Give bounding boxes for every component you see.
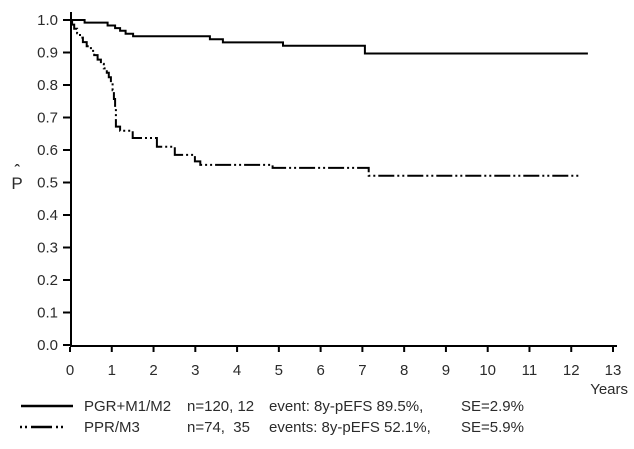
y-tick-label-0.1: 0.1: [37, 305, 58, 322]
y-axis-label-letter: P: [11, 174, 23, 193]
legend-se-stat: SE=2.9%: [461, 398, 524, 415]
x-tick-label-0: 0: [66, 362, 74, 379]
x-tick-label-5: 5: [275, 362, 283, 379]
x-tick-label-13: 13: [605, 362, 622, 379]
y-tick-label-0.9: 0.9: [37, 45, 58, 62]
y-tick-label-0.6: 0.6: [37, 142, 58, 159]
y-tick-label-0.5: 0.5: [37, 175, 58, 192]
legend-row-pgr: PGR+M1/M2 n=120, 12 event: 8y-pEFS 89.5%…: [0, 398, 634, 416]
legend-series-name: PGR+M1/M2: [84, 398, 172, 415]
legend-line-dash-dot-dot: [20, 425, 74, 429]
legend-line-solid: [21, 404, 73, 408]
x-tick-label-7: 7: [358, 362, 366, 379]
legend-se-stat: SE=5.9%: [461, 419, 524, 436]
y-axis-label-hat: ˆ: [14, 162, 20, 179]
y-tick-label-0.4: 0.4: [37, 207, 58, 224]
legend-event-stat: event: 8y-pEFS 89.5%,: [269, 398, 424, 415]
y-tick-label-1.0: 1.0: [37, 12, 58, 29]
x-tick-label-1: 1: [108, 362, 116, 379]
km-curve-pgr-m1-m2: [70, 19, 588, 55]
x-axis-label: Years: [590, 381, 628, 398]
x-tick-label-6: 6: [316, 362, 324, 379]
x-tick-label-12: 12: [563, 362, 580, 379]
legend-n-count: n=74, 35: [187, 419, 250, 436]
x-tick-label-9: 9: [442, 362, 450, 379]
y-axis-label: ˆ P: [5, 162, 29, 193]
x-tick-label-11: 11: [522, 362, 538, 379]
y-tick-label-0.8: 0.8: [37, 77, 58, 94]
legend-series-name: PPR/M3: [84, 419, 140, 436]
legend-event-stat: events: 8y-pEFS 52.1%,: [269, 419, 431, 436]
y-tick-label-0.3: 0.3: [37, 240, 58, 257]
y-tick-label-0.7: 0.7: [37, 110, 58, 127]
km-curve-ppr-m3: [70, 19, 580, 177]
x-tick-label-2: 2: [149, 362, 157, 379]
x-tick-label-10: 10: [479, 362, 496, 379]
legend-row-ppr: PPR/M3 n=74, 35 events: 8y-pEFS 52.1%, S…: [0, 419, 634, 437]
x-tick-label-3: 3: [191, 362, 199, 379]
y-tick-label-0.0: 0.0: [37, 337, 58, 354]
x-tick-label-8: 8: [400, 362, 408, 379]
y-tick-label-0.2: 0.2: [37, 272, 58, 289]
x-tick-label-4: 4: [233, 362, 241, 379]
legend-n-count: n=120, 12: [187, 398, 255, 415]
